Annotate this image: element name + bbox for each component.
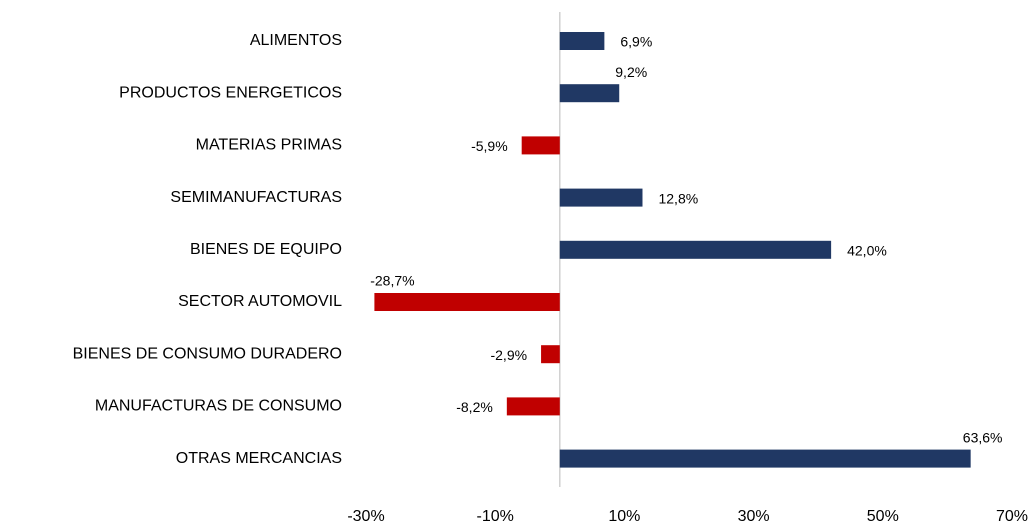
x-tick-label: 10% <box>608 508 640 525</box>
x-tick-label: 30% <box>738 508 770 525</box>
bar <box>374 293 560 311</box>
category-label: MATERIAS PRIMAS <box>196 137 342 154</box>
x-tick-label: 50% <box>867 508 899 525</box>
value-label: 6,9% <box>620 34 652 50</box>
category-label: BIENES DE CONSUMO DURADERO <box>73 345 342 362</box>
value-label: 42,0% <box>847 243 887 259</box>
category-label: PRODUCTOS ENERGETICOS <box>119 84 342 101</box>
x-tick-label: 70% <box>996 508 1028 525</box>
value-label: -2,9% <box>490 347 527 363</box>
value-label: 12,8% <box>658 190 698 206</box>
bar <box>559 449 971 468</box>
x-tick-label: -10% <box>477 508 514 525</box>
bar <box>506 397 560 416</box>
x-tick-label: -30% <box>347 508 384 525</box>
value-label: -28,7% <box>370 273 414 289</box>
bar <box>541 345 560 364</box>
category-label: MANUFACTURAS DE CONSUMO <box>95 398 342 415</box>
category-label: ALIMENTOS <box>250 32 342 49</box>
bar <box>559 32 605 50</box>
value-label: -8,2% <box>456 399 493 415</box>
category-label: SECTOR AUTOMOVIL <box>178 293 342 310</box>
value-label: 9,2% <box>615 64 647 80</box>
bar <box>521 136 560 155</box>
category-label: BIENES DE EQUIPO <box>190 241 342 258</box>
category-label: SEMIMANUFACTURAS <box>170 189 342 206</box>
value-label: -5,9% <box>471 138 508 154</box>
bar <box>559 240 832 259</box>
value-label: 63,6% <box>963 429 1003 445</box>
bar <box>559 188 643 207</box>
bar <box>559 84 620 103</box>
category-label: OTRAS MERCANCIAS <box>176 450 342 467</box>
